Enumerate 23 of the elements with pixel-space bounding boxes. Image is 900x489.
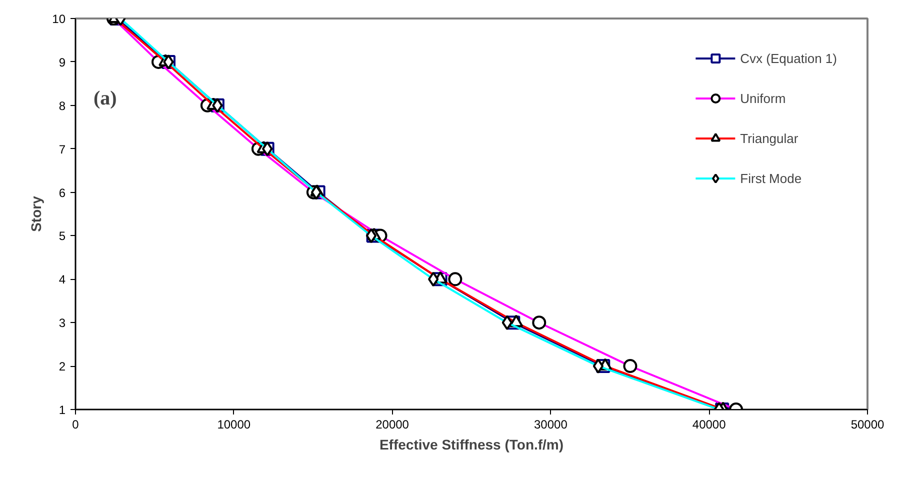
x-axis-title: Effective Stiffness (Ton.f/m) [379,436,564,452]
y-tick-label: 6 [58,186,66,200]
x-tick-label: 50000 [850,418,885,432]
y-tick-label: 3 [58,316,66,330]
legend-label: Uniform [740,90,786,106]
legend-label: Cvx (Equation 1) [740,50,837,66]
y-tick-label: 10 [52,12,66,26]
legend-label: First Mode [740,170,802,186]
x-tick-label: 30000 [534,418,568,432]
y-tick-label: 4 [58,272,66,287]
x-tick-label: 40000 [692,418,726,432]
x-tick-label: 10000 [217,418,251,432]
x-tick-label: 20000 [376,418,410,432]
annotation: (a) [94,88,117,110]
y-tick-label: 7 [58,142,66,156]
y-tick-label: 1 [58,403,66,417]
y-tick-label: 5 [58,229,66,244]
legend-label: Triangular [740,130,798,146]
y-tick-label: 2 [58,360,66,374]
y-tick-label: 8 [58,98,66,113]
x-tick-label: 0 [72,418,80,432]
y-tick-label: 9 [58,55,66,70]
y-axis-title: Story [28,196,44,232]
